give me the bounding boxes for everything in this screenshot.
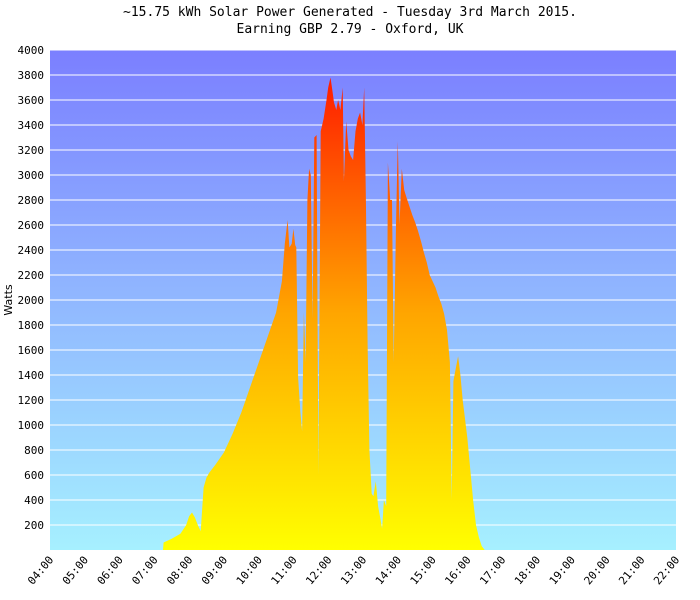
x-tick-label: 13:00 xyxy=(338,554,369,588)
x-tick-label: 14:00 xyxy=(373,554,404,588)
y-tick-label: 800 xyxy=(24,444,44,457)
x-tick-label: 05:00 xyxy=(60,554,91,588)
x-tick-label: 06:00 xyxy=(95,554,126,588)
y-tick-label: 1200 xyxy=(18,394,45,407)
y-tick-label: 2600 xyxy=(18,219,45,232)
y-tick-label: 1000 xyxy=(18,419,45,432)
x-tick-label: 20:00 xyxy=(581,554,612,588)
x-tick-label: 08:00 xyxy=(164,554,195,588)
y-tick-label: 1800 xyxy=(18,319,45,332)
chart-title-line-2: Earning GBP 2.79 - Oxford, UK xyxy=(236,22,464,37)
x-tick-label: 22:00 xyxy=(651,554,682,588)
power-area-series xyxy=(163,77,485,550)
x-tick-label: 11:00 xyxy=(268,554,299,588)
x-tick-label: 15:00 xyxy=(408,554,439,588)
y-tick-label: 2000 xyxy=(18,294,45,307)
y-tick-label: 3200 xyxy=(18,144,45,157)
y-axis-ticks: 200 400 600 800 1000 1200 1400 1600 1800 2000 2200… xyxy=(18,44,45,532)
x-tick-label: 09:00 xyxy=(199,554,230,588)
y-tick-label: 1600 xyxy=(18,344,45,357)
x-tick-label: 10:00 xyxy=(234,554,265,588)
y-tick-label: 600 xyxy=(24,469,44,482)
y-tick-label: 400 xyxy=(24,494,44,507)
x-tick-label: 16:00 xyxy=(442,554,473,588)
x-axis-ticks: 04:00 05:00 06:00 07:00 08:00 09:00 10:00 11:00… xyxy=(25,554,682,588)
y-tick-label: 2400 xyxy=(18,244,45,257)
y-tick-label: 3600 xyxy=(18,94,45,107)
y-tick-label: 1400 xyxy=(18,369,45,382)
y-tick-label: 2800 xyxy=(18,194,45,207)
x-tick-label: 12:00 xyxy=(303,554,334,588)
x-tick-label: 21:00 xyxy=(616,554,647,588)
x-tick-label: 04:00 xyxy=(25,554,56,588)
x-tick-label: 17:00 xyxy=(477,554,508,588)
y-tick-label: 3800 xyxy=(18,69,45,82)
y-tick-label: 3000 xyxy=(18,169,45,182)
y-tick-label: 2200 xyxy=(18,269,45,282)
chart-title: ~15.75 kWh Solar Power Generated - Tuesd… xyxy=(0,4,700,38)
y-tick-label: 3400 xyxy=(18,119,45,132)
chart-title-line-1: ~15.75 kWh Solar Power Generated - Tuesd… xyxy=(123,5,577,20)
x-tick-label: 18:00 xyxy=(512,554,543,588)
y-axis-label: Watts xyxy=(2,284,15,316)
y-tick-label: 200 xyxy=(24,519,44,532)
x-tick-label: 19:00 xyxy=(547,554,578,588)
x-tick-label: 07:00 xyxy=(129,554,160,588)
y-tick-label: 4000 xyxy=(18,44,45,57)
